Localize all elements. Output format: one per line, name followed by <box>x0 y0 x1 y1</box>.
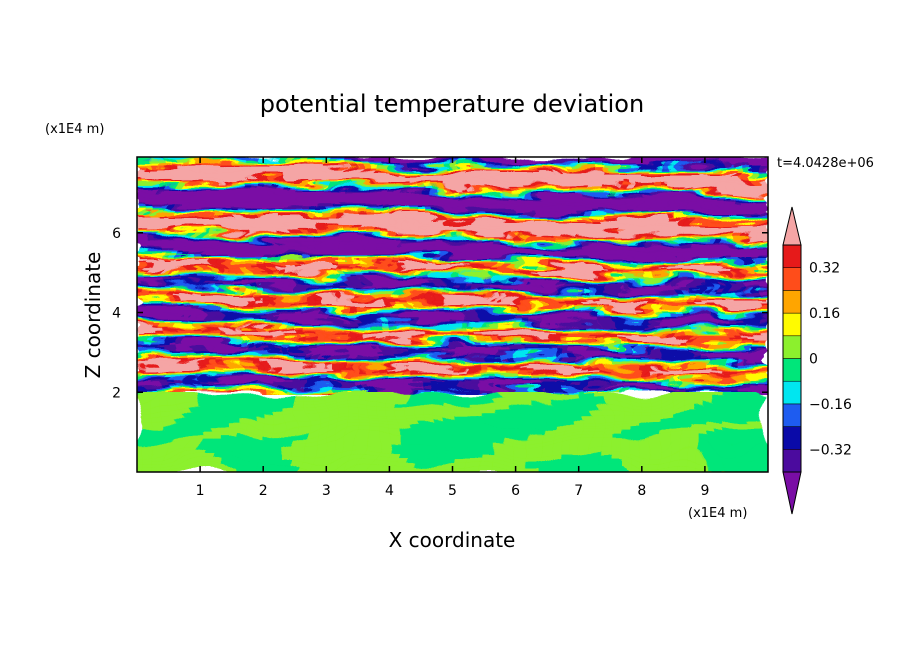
x-tick-label: 1 <box>196 483 205 499</box>
y-tick-label: 4 <box>112 306 121 322</box>
x-tick-label: 3 <box>322 483 331 499</box>
colorbar-segment <box>782 449 802 473</box>
colorbar-segment <box>782 426 802 450</box>
colorbar-segment <box>782 290 802 314</box>
colorbar-tick-label: −0.32 <box>809 442 852 458</box>
colorbar-segment <box>782 312 802 337</box>
y-tick-label: 2 <box>112 385 121 401</box>
colorbar-tick-label: 0 <box>809 352 818 368</box>
x-tick-label: 2 <box>259 483 268 499</box>
x-tick-label: 8 <box>637 483 646 499</box>
x-axis-label: X coordinate <box>389 528 516 552</box>
colorbar: −0.32 −0.16 0 0.16 0.32 <box>782 206 852 515</box>
x-tick-label: 9 <box>700 483 709 499</box>
colorbar-tick-label: 0.16 <box>809 306 840 322</box>
x-tick-label: 7 <box>574 483 583 499</box>
y-axis-label: Z coordinate <box>81 252 105 379</box>
y-tick-label: 6 <box>112 226 121 242</box>
x-tick-label: 6 <box>511 483 520 499</box>
time-label: t=4.0428e+06 <box>777 156 874 171</box>
contour-field <box>137 157 768 472</box>
colorbar-max-arrow <box>782 206 802 246</box>
colorbar-segment <box>782 380 802 405</box>
colorbar-segment <box>782 358 802 382</box>
x-tick-label: 4 <box>385 483 394 499</box>
colorbar-segment <box>782 403 802 427</box>
x-axis-unit: (x1E4 m) <box>688 506 747 521</box>
colorbar-segment <box>782 335 802 359</box>
colorbar-segment <box>782 244 802 268</box>
colorbar-segment <box>782 267 802 291</box>
x-tick-label: 5 <box>448 483 457 499</box>
colorbar-min-arrow <box>782 471 802 515</box>
colorbar-frame <box>782 244 802 473</box>
x-axis: 1 2 3 4 5 6 7 8 9 <box>196 157 709 499</box>
colorbar-tick-label: 0.32 <box>809 261 840 277</box>
y-axis: 2 4 6 <box>112 226 768 401</box>
colorbar-tick-label: −0.16 <box>809 397 852 413</box>
chart-title: potential temperature deviation <box>260 90 644 118</box>
y-axis-unit: (x1E4 m) <box>45 122 104 137</box>
